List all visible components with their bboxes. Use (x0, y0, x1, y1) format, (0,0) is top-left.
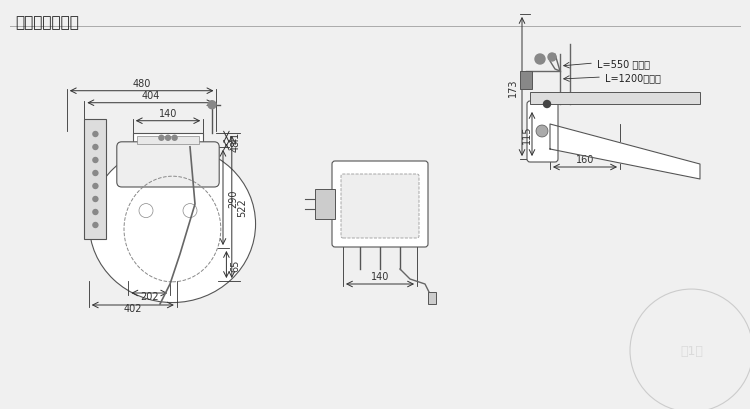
Circle shape (93, 145, 98, 150)
Circle shape (93, 158, 98, 163)
Circle shape (536, 126, 548, 138)
Text: L=550 进水管: L=550 进水管 (597, 59, 650, 69)
Text: 41: 41 (230, 131, 241, 144)
Text: 522: 522 (237, 198, 247, 217)
Bar (133, 133, 203, 147)
Text: 404: 404 (141, 90, 160, 101)
Text: 480: 480 (133, 79, 151, 88)
FancyBboxPatch shape (341, 175, 419, 238)
Text: 140: 140 (370, 271, 389, 281)
Circle shape (139, 204, 153, 218)
Circle shape (535, 55, 545, 65)
Text: 160: 160 (576, 155, 594, 164)
Text: 产品结构尺寸图: 产品结构尺寸图 (15, 15, 79, 30)
Text: 173: 173 (508, 78, 518, 97)
Circle shape (93, 223, 98, 228)
Polygon shape (550, 125, 700, 180)
Bar (85, 120, 106, 239)
Ellipse shape (89, 146, 256, 303)
Circle shape (208, 101, 216, 110)
Circle shape (544, 101, 550, 108)
Text: L=1200电源线: L=1200电源线 (605, 73, 661, 83)
Text: 202: 202 (140, 291, 158, 301)
Bar (315, 189, 335, 220)
Circle shape (93, 210, 98, 215)
Circle shape (93, 197, 98, 202)
Circle shape (548, 54, 556, 62)
Text: 第1枪: 第1枪 (680, 344, 703, 357)
FancyBboxPatch shape (117, 142, 219, 188)
Text: 140: 140 (159, 108, 177, 119)
FancyBboxPatch shape (332, 162, 428, 247)
Circle shape (172, 136, 177, 141)
Circle shape (183, 204, 197, 218)
Text: 65: 65 (230, 258, 241, 271)
Bar (428, 292, 436, 304)
Circle shape (159, 136, 164, 141)
Text: 115: 115 (522, 126, 532, 144)
Circle shape (166, 136, 170, 141)
Text: 48: 48 (230, 140, 241, 152)
FancyBboxPatch shape (35, 42, 310, 361)
Text: 290: 290 (228, 189, 238, 207)
Circle shape (93, 184, 98, 189)
Bar (136, 136, 200, 144)
Bar (520, 72, 532, 90)
Text: 402: 402 (124, 303, 142, 313)
Bar (530, 93, 700, 105)
Circle shape (93, 171, 98, 176)
Circle shape (93, 132, 98, 137)
FancyBboxPatch shape (527, 102, 558, 163)
